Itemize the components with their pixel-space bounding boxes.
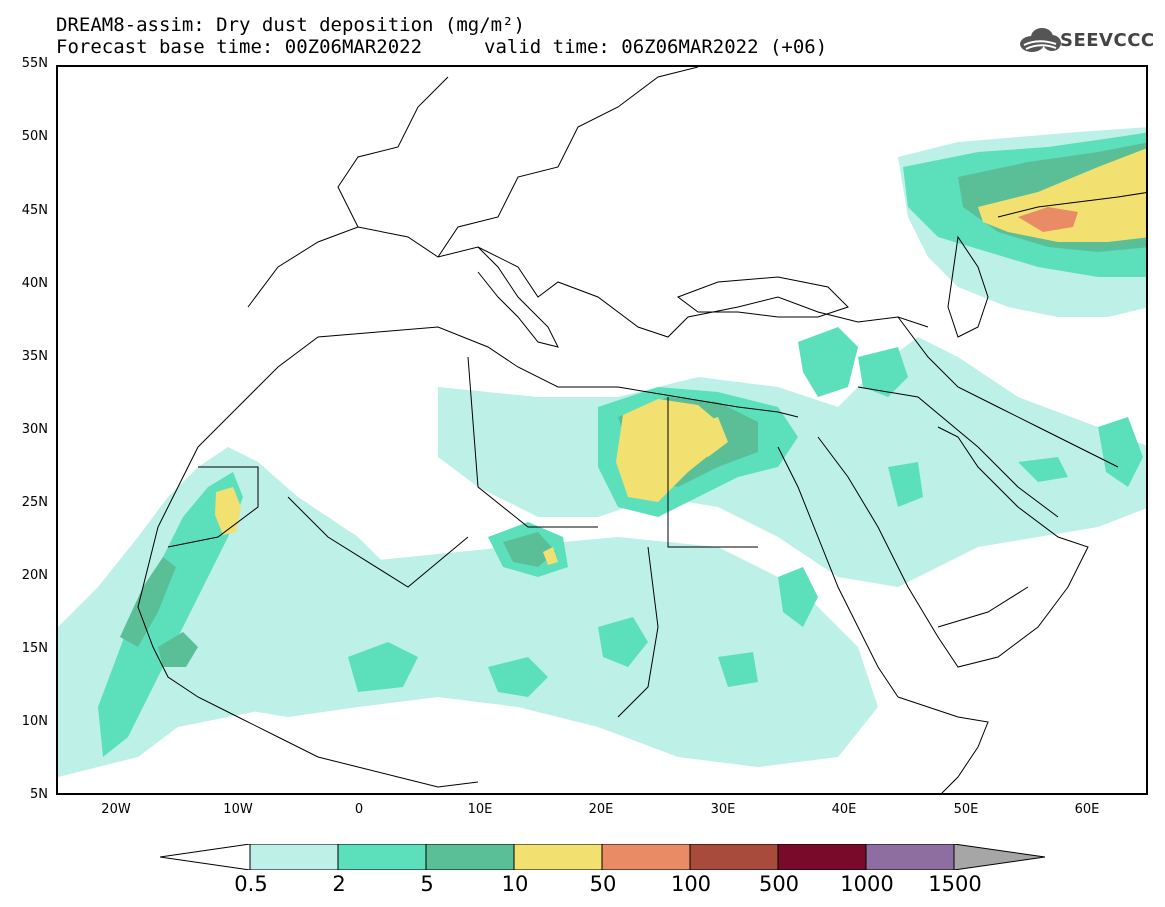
lat-label-10n: 10N bbox=[21, 714, 48, 729]
lon-label-50e: 50E bbox=[953, 802, 979, 817]
border-algeria-libya bbox=[467, 356, 598, 528]
map-title: DREAM8-assim: Dry dust deposition (mg/m²… bbox=[56, 14, 525, 36]
lon-label-10w: 10W bbox=[223, 802, 253, 817]
colorbar-label-2: 2 bbox=[332, 872, 346, 896]
dust-area-chad-dark bbox=[503, 532, 556, 567]
dust-area-sahel-mid-3 bbox=[598, 617, 648, 667]
map-canvas bbox=[58, 67, 1146, 793]
coastline-italy bbox=[477, 246, 559, 348]
border-yemen bbox=[937, 586, 1029, 628]
lon-label-40e: 40E bbox=[831, 802, 857, 817]
forecast-base-time: Forecast base time: 00Z06MAR2022 bbox=[56, 36, 423, 58]
coastline-caspian bbox=[947, 235, 989, 338]
lon-label-10e: 10E bbox=[467, 802, 493, 817]
dust-area-caspian-orange bbox=[1018, 207, 1078, 232]
dust-area-iran-east bbox=[1098, 417, 1143, 487]
dust-area-sahel-mid-4 bbox=[718, 652, 758, 687]
border-chad-sudan bbox=[617, 546, 659, 718]
colorbar-bin-6 bbox=[689, 844, 779, 870]
dust-area-iraq bbox=[858, 347, 908, 397]
dust-area-chad-core bbox=[543, 547, 558, 565]
colorbar-high-arrow bbox=[953, 844, 1045, 870]
lat-label-30n: 30N bbox=[21, 422, 48, 437]
coastlines-and-borders bbox=[137, 67, 1146, 793]
colorbar-label-0-5: 0.5 bbox=[234, 872, 268, 896]
dust-deposition-field bbox=[58, 127, 1146, 777]
colorbar-low-arrow bbox=[160, 844, 251, 870]
colorbar-label-100: 100 bbox=[670, 872, 712, 896]
dust-area-gulf bbox=[1018, 457, 1068, 482]
map-panel bbox=[56, 65, 1148, 795]
valid-time: valid time: 06Z06MAR2022 (+06) bbox=[484, 36, 828, 58]
border-mali-niger bbox=[287, 496, 469, 588]
coastline-red-sea bbox=[777, 426, 1089, 698]
lon-label-20e: 20E bbox=[588, 802, 614, 817]
lat-label-40n: 40N bbox=[21, 276, 48, 291]
lon-label-60e: 60E bbox=[1074, 802, 1100, 817]
colorbar-bin-4 bbox=[513, 844, 603, 870]
colorbar-bin-2 bbox=[337, 844, 427, 870]
dust-area-sahel-mid-2 bbox=[488, 657, 548, 697]
seevccc-logo bbox=[1020, 28, 1061, 52]
lat-label-45n: 45N bbox=[21, 203, 48, 218]
lat-label-55n: 55N bbox=[21, 56, 48, 71]
dust-area-north-africa bbox=[438, 337, 1146, 587]
border-kazakhstan bbox=[997, 192, 1146, 218]
dust-area-egypt-core bbox=[688, 417, 728, 457]
colorbar-label-50: 50 bbox=[589, 872, 617, 896]
colorbar-bin-8 bbox=[865, 844, 955, 870]
dust-area-levant bbox=[798, 327, 858, 397]
dust-area-west-africa-mid bbox=[98, 472, 243, 757]
lat-label-50n: 50N bbox=[21, 129, 48, 144]
lon-label-0: 0 bbox=[354, 802, 364, 817]
colorbar-label-1500: 1500 bbox=[928, 872, 982, 896]
border-libya-egypt bbox=[667, 397, 758, 548]
lat-label-5n: 5N bbox=[30, 787, 48, 802]
lat-label-25n: 25N bbox=[21, 495, 48, 510]
lat-label-15n: 15N bbox=[21, 641, 48, 656]
border-iran bbox=[897, 316, 1119, 468]
lon-label-20w: 20W bbox=[101, 802, 131, 817]
dust-area-west-africa-dark bbox=[120, 557, 176, 647]
dust-area-sahel bbox=[208, 537, 878, 767]
colorbar-bin-5 bbox=[601, 844, 691, 870]
colorbar-label-1000: 1000 bbox=[840, 872, 894, 896]
colorbar-label-500: 500 bbox=[758, 872, 800, 896]
colorbar-bin-1 bbox=[249, 844, 339, 870]
coastline-europe bbox=[247, 67, 929, 338]
colorbar bbox=[160, 844, 1045, 870]
coastline-west-africa bbox=[137, 446, 479, 788]
dust-area-libya-core bbox=[616, 399, 718, 502]
lon-label-30e: 30E bbox=[710, 802, 736, 817]
coastline-north-africa bbox=[197, 326, 799, 448]
lat-label-20n: 20N bbox=[21, 568, 48, 583]
dust-area-sahel-mid-1 bbox=[348, 642, 418, 692]
logo-text: SEEVCCC bbox=[1060, 30, 1155, 51]
coastline-black-sea bbox=[676, 276, 849, 318]
dust-area-arabia bbox=[888, 462, 923, 507]
dust-area-caspian-yellow bbox=[978, 148, 1146, 242]
dust-area-mauritania-hotspot bbox=[215, 487, 241, 535]
border-saudi bbox=[857, 386, 1059, 518]
dust-area-senegal bbox=[158, 632, 198, 667]
colorbar-bin-7 bbox=[777, 844, 867, 870]
border-mauritania bbox=[167, 466, 259, 548]
dust-area-sudan bbox=[778, 567, 818, 627]
colorbar-label-10: 10 bbox=[501, 872, 529, 896]
colorbar-bin-3 bbox=[425, 844, 515, 870]
colorbar-label-5: 5 bbox=[420, 872, 434, 896]
lat-label-35n: 35N bbox=[21, 349, 48, 364]
coastline-horn bbox=[897, 696, 989, 793]
